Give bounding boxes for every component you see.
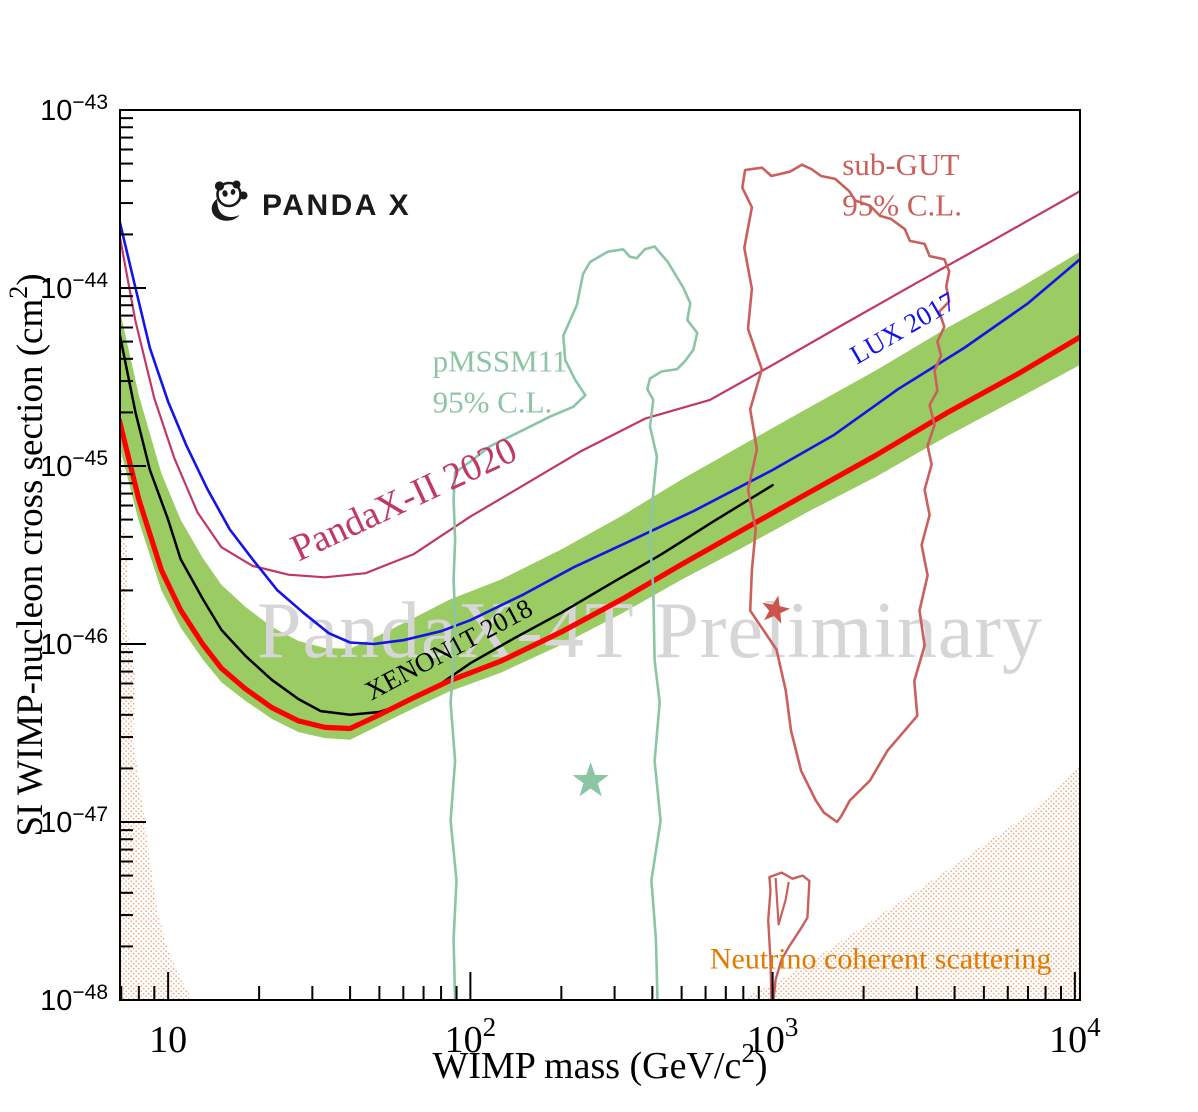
subgut-label-line1: sub-GUT [842, 147, 959, 182]
x-tick-label: 102 [445, 1012, 497, 1061]
curve-pandax4t [119, 334, 1081, 732]
neutrino-label: Neutrino coherent scattering [710, 943, 1052, 976]
neutrino-floor-left [120, 417, 193, 1001]
y-tick-exponent: −43 [72, 91, 108, 114]
y-tick-exponent: −48 [72, 981, 108, 1004]
y-tick-base: 10 [40, 95, 72, 127]
x-tick-label: 103 [747, 1012, 799, 1061]
y-axis-title-superscript: 2 [4, 286, 33, 299]
panda-right-ear-icon [232, 180, 241, 189]
x-tick-base: 10 [149, 1019, 187, 1061]
axes-frame-layer: 10 102 103 10410−4310−4410−4510−4610−4710−4… [40, 91, 1101, 1061]
x-axis-title: WIMP mass (GeV/c2) [432, 1038, 767, 1087]
y-tick-label: 10−48 [40, 981, 108, 1017]
x-axis-title-close: ) [755, 1045, 768, 1087]
contour-subgut-island-inner [774, 877, 790, 926]
neutrino-floor-right [740, 764, 1080, 1000]
subgut-label-line2: 95% C.L. [842, 188, 962, 223]
pmssm11-label-line1: pMSSM11 [433, 343, 568, 378]
x-tick-exponent: 2 [483, 1012, 497, 1042]
panda-body-swoosh [211, 199, 240, 221]
y-tick-base: 10 [40, 807, 72, 839]
y-tick-base: 10 [40, 629, 72, 661]
x-axis-title-superscript: 2 [741, 1038, 755, 1068]
panda-left-ear-icon [214, 181, 225, 191]
y-tick-label: 10−47 [40, 803, 108, 839]
best-fit-star-subgut [762, 595, 791, 624]
x-axis-title-main: WIMP mass (GeV/c [432, 1045, 741, 1087]
y-tick-label: 10−44 [40, 269, 108, 305]
pandax-logo: PANDA X [211, 180, 411, 222]
pmssm11-label-line2: 95% C.L. [433, 384, 553, 419]
y-tick-base: 10 [40, 451, 72, 483]
y-tick-label: 10−46 [40, 625, 108, 661]
curve-xenon1t-2018 [119, 331, 774, 717]
theory-contours-layer [449, 163, 951, 1001]
x-tick-exponent: 3 [785, 1012, 799, 1042]
y-axis-title: SI WIMP-nucleon cross section (cm2) [4, 273, 51, 836]
x-tick-label: 10 [149, 1019, 187, 1061]
contour-pmssm11 [449, 245, 699, 1001]
x-tick-base: 10 [747, 1019, 785, 1061]
x-tick-base: 10 [1049, 1019, 1087, 1061]
y-tick-base: 10 [40, 273, 72, 305]
y-tick-exponent: −44 [72, 269, 108, 292]
logo-wordmark: PANDA X [262, 189, 411, 222]
neutrino-floor-regions [120, 417, 1080, 1001]
curve-lux-2017 [119, 219, 1081, 646]
y-tick-exponent: −45 [72, 447, 108, 470]
panda-paw-icon [239, 191, 248, 200]
best-fit-star-pmssm11 [572, 762, 609, 797]
y-tick-base: 10 [40, 985, 72, 1017]
panda-right-eye-icon [230, 189, 236, 195]
x-tick-exponent: 4 [1087, 1012, 1101, 1042]
panda-left-eye-icon [222, 190, 228, 197]
x-tick-label: 104 [1049, 1012, 1101, 1061]
x-tick-base: 10 [445, 1019, 483, 1061]
best-fit-markers-layer [572, 595, 791, 797]
y-axis-title-close: ) [10, 273, 51, 285]
limit-curves-layer [119, 190, 1081, 732]
contour-subgut-island [767, 871, 811, 1001]
contour-subgut [740, 163, 951, 824]
y-axis-title-main: SI WIMP-nucleon cross section (cm [10, 299, 51, 837]
y-tick-exponent: −46 [72, 625, 108, 648]
watermark: PandaX-4T Preliminary [257, 587, 1043, 675]
y-tick-label: 10−45 [40, 447, 108, 483]
y-tick-exponent: −47 [72, 803, 108, 826]
y-tick-label: 10−43 [40, 91, 108, 127]
curve-pandax2-2020 [119, 190, 1081, 579]
plot-frame [119, 109, 1081, 1001]
